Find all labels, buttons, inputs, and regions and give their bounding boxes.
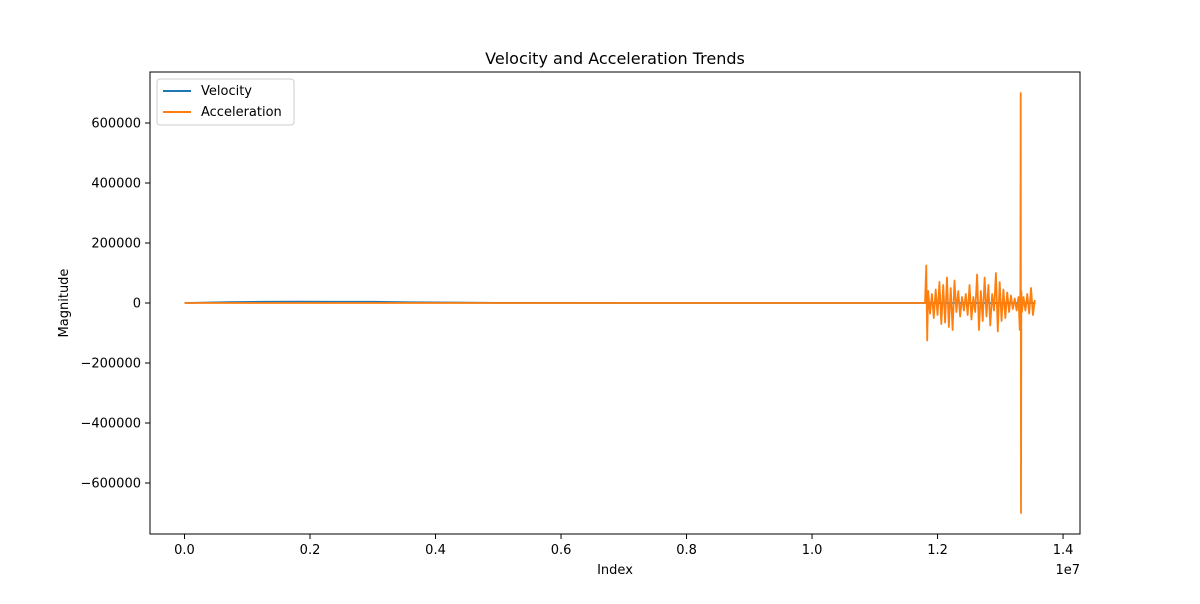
- legend-label-acceleration: Acceleration: [201, 105, 282, 120]
- y-tick-label: 200000: [91, 237, 141, 252]
- x-tick-label: 0.4: [425, 543, 446, 558]
- x-tick-label: 0.8: [676, 543, 697, 558]
- series-line-acceleration: [184, 92, 1036, 514]
- x-tick-label: 1.0: [802, 543, 823, 558]
- x-tick-label: 0.0: [174, 543, 195, 558]
- x-axis-offset-label: 1e7: [1055, 563, 1080, 578]
- legend-box: [156, 78, 295, 126]
- chart-title: Velocity and Acceleration Trends: [485, 49, 745, 68]
- series-layer: [184, 92, 1036, 514]
- legend: Velocity Acceleration: [156, 78, 295, 126]
- y-tick-label: 0: [133, 297, 141, 312]
- x-tick-label: 1.4: [1053, 543, 1074, 558]
- x-tick-label: 0.2: [300, 543, 321, 558]
- x-tick-label: 0.6: [551, 543, 572, 558]
- x-axis: 0.0 0.2 0.4 0.6 0.8 1.0 1.2 1.4: [174, 534, 1073, 558]
- y-tick-label: 400000: [91, 177, 141, 192]
- y-tick-label: −200000: [80, 357, 141, 372]
- x-tick-label: 1.2: [927, 543, 948, 558]
- x-axis-label: Index: [597, 563, 633, 578]
- y-axis: −600000 −400000 −200000 0 200000 400000 600000: [80, 117, 150, 492]
- y-axis-label: Magnitude: [57, 269, 72, 338]
- y-tick-label: 600000: [91, 117, 141, 132]
- legend-label-velocity: Velocity: [201, 84, 252, 99]
- y-tick-label: −400000: [80, 417, 141, 432]
- y-tick-label: −600000: [80, 477, 141, 492]
